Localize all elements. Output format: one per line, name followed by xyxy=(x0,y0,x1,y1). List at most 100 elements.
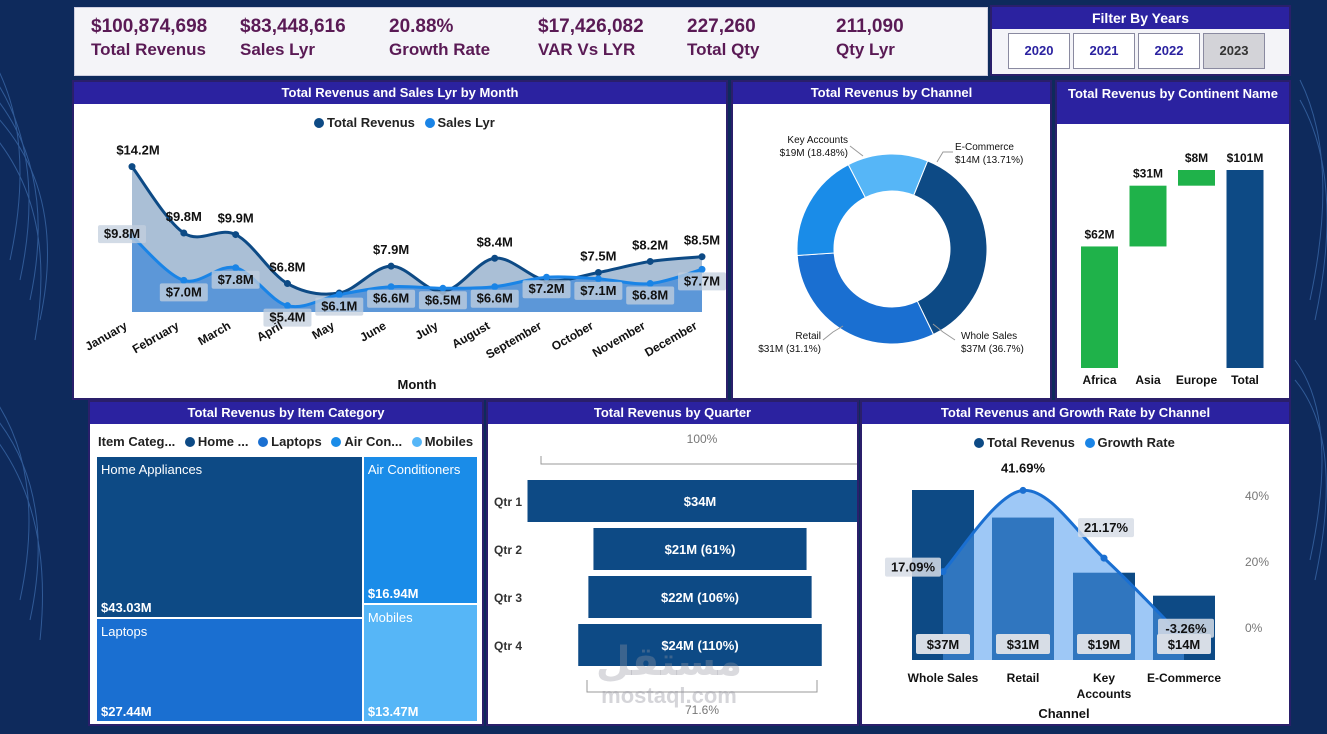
data-label-bg xyxy=(1077,634,1131,654)
data-label-total-revenus: $31M xyxy=(1007,637,1040,652)
point-sales-lyr xyxy=(283,302,291,310)
channel-donut-chart[interactable]: Whole Sales $37M (36.7%) Retail $31M (31.1%… xyxy=(733,82,1050,398)
legend-label: Total Revenus xyxy=(327,115,415,130)
data-label: $101M xyxy=(1227,151,1264,165)
series-line-growth-rate xyxy=(941,488,1186,640)
kpi-label: Qty Lyr xyxy=(836,40,895,59)
funnel-bracket xyxy=(540,456,857,465)
point-total-revenus xyxy=(698,253,706,261)
filter-title: Filter By Years xyxy=(992,7,1289,29)
kpi-label: VAR Vs LYR xyxy=(538,40,636,59)
year-filter: Filter By Years 2020 2021 2022 2023 xyxy=(990,5,1291,76)
kpi-value: 227,260 xyxy=(687,16,756,37)
data-label-bg xyxy=(418,291,467,310)
point-sales-lyr xyxy=(232,264,240,272)
legend-item[interactable]: Mobiles xyxy=(411,434,473,449)
legend-item[interactable]: Home ... xyxy=(184,434,249,449)
kpi-total-qty: 227,260 Total Qty xyxy=(687,16,759,62)
monthly-area-chart[interactable]: $14.2M $9.8M $9.9M $6.8M $7.9M $8.4M $7.5M $8.2… xyxy=(74,82,726,398)
point-sales-lyr xyxy=(180,276,188,284)
data-label-bg xyxy=(367,289,416,308)
data-label-sales-lyr: $6.8M xyxy=(632,288,668,303)
category-label: Qtr 2 xyxy=(494,543,522,557)
slice-category-label: Key Accounts xyxy=(787,135,848,146)
legend-item[interactable]: Air Con... xyxy=(331,434,402,449)
point-total-revenus xyxy=(128,163,136,171)
data-label-sales-lyr: $7.1M xyxy=(580,283,616,298)
channel-chart-panel: Total Revenus by Channel Whole Sales $37M… xyxy=(731,80,1052,400)
legend-dot-icon xyxy=(184,437,195,447)
point-sales-lyr xyxy=(646,280,654,288)
treemap-tile-mobiles[interactable]: Mobiles $13.47M xyxy=(362,604,478,722)
point-total-revenus xyxy=(594,269,602,276)
category-label: Qtr 3 xyxy=(494,591,522,605)
funnel-top-percent: 100% xyxy=(687,432,718,446)
legend-title: Item Categ... xyxy=(98,434,176,449)
kpi-label: Total Qty xyxy=(687,40,760,59)
tile-label: Mobiles xyxy=(367,610,413,626)
slice-value-label: $37M (36.7%) xyxy=(961,344,1024,355)
legend-item[interactable]: Laptops xyxy=(258,434,322,449)
chart-legend: Total Revenus Growth Rate xyxy=(974,435,1181,450)
data-label-sales-lyr: $6.1M xyxy=(321,299,357,314)
x-tick-label: Whole Sales xyxy=(908,671,979,685)
year-button-2020[interactable]: 2020 xyxy=(1008,33,1070,69)
chart-title: Total Revenus by Quarter xyxy=(488,402,857,424)
legend-dot-icon xyxy=(424,118,435,128)
treemap-tile-laptops[interactable]: Laptops $27.44M xyxy=(96,618,363,722)
data-label-total-revenus: $8.5M xyxy=(684,233,720,248)
chart-title: Total Revenus by Continent Name xyxy=(1057,82,1289,124)
data-label: $22M (106%) xyxy=(661,590,739,605)
legend-dot-icon xyxy=(258,437,269,447)
legend-item[interactable]: Sales Lyr xyxy=(424,115,495,130)
funnel-bracket xyxy=(586,680,818,693)
slice-category-label: Whole Sales xyxy=(961,331,1017,342)
legend-dot-icon xyxy=(411,437,422,447)
kpi-value: 211,090 xyxy=(836,16,904,37)
point-sales-lyr xyxy=(335,291,343,299)
slice-value-label: $19M (18.48%) xyxy=(780,148,848,159)
donut-slice-e-commerce xyxy=(847,153,929,199)
data-label-bg xyxy=(211,270,260,289)
quarter-funnel-chart[interactable]: 100% $34M Qtr 1 $21M (61%) Qtr 2 $22M (106%) Q… xyxy=(488,402,857,724)
year-button-2023[interactable]: 2023 xyxy=(1203,33,1265,69)
category-label: Qtr 4 xyxy=(494,639,522,653)
x-tick-label: Accounts xyxy=(1077,687,1132,701)
kpi-growth-rate: 20.88% Growth Rate xyxy=(389,16,490,62)
data-label: $8M xyxy=(1185,151,1208,165)
legend-label: Laptops xyxy=(271,434,322,449)
chart-title: Total Revenus by Item Category xyxy=(90,402,482,424)
leader-line xyxy=(849,145,864,157)
data-label-sales-lyr: $7.7M xyxy=(684,273,720,288)
x-tick-label: E-Commerce xyxy=(1147,671,1221,685)
x-tick-label: Africa xyxy=(1082,373,1116,387)
legend-label: Growth Rate xyxy=(1097,435,1175,450)
kpi-value: $100,874,698 xyxy=(91,16,208,37)
x-tick-label: June xyxy=(357,318,389,344)
kpi-value: $83,448,616 xyxy=(240,16,346,37)
growth-combo-chart[interactable]: 17.09% 41.69% 21.17% -3.26% $37M $31M $19M $14M… xyxy=(862,402,1289,724)
chart-title: Total Revenus and Growth Rate by Channel xyxy=(862,402,1289,424)
legend-item[interactable]: Total Revenus xyxy=(314,115,415,130)
point-sales-lyr xyxy=(491,283,499,291)
year-button-2021[interactable]: 2021 xyxy=(1073,33,1135,69)
waterfall-bar xyxy=(1081,246,1118,368)
data-label-total-revenus: $14M xyxy=(1168,637,1201,652)
data-label-bg xyxy=(626,286,675,305)
y2-tick-label: 20% xyxy=(1245,555,1269,569)
year-button-2022[interactable]: 2022 xyxy=(1138,33,1200,69)
funnel-bottom-percent: 71.6% xyxy=(685,703,719,717)
point-sales-lyr xyxy=(439,284,447,292)
legend-dot-icon xyxy=(331,437,342,447)
point-sales-lyr xyxy=(543,273,551,281)
continent-waterfall-chart[interactable]: $62M Africa $31M Asia $8M Europe $101M Total xyxy=(1057,82,1289,398)
point-sales-lyr xyxy=(387,283,395,291)
legend-item[interactable]: Total Revenus xyxy=(974,435,1075,450)
treemap-tile-air-conditioners[interactable]: Air Conditioners $16.94M xyxy=(362,456,478,605)
legend-item[interactable]: Growth Rate xyxy=(1084,435,1175,450)
data-label-bg xyxy=(315,297,364,316)
growth-chart-panel: Total Revenus and Growth Rate by Channel… xyxy=(860,400,1291,726)
point-total-revenus xyxy=(180,229,188,237)
tile-label: Laptops xyxy=(101,624,148,640)
treemap-tile-home-appliances[interactable]: Home Appliances $43.03M xyxy=(96,456,363,619)
